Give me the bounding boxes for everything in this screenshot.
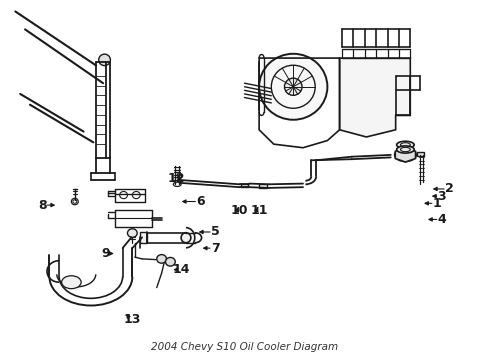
Ellipse shape <box>127 229 137 237</box>
Text: 9: 9 <box>101 247 110 260</box>
Ellipse shape <box>181 233 190 243</box>
Bar <box>140 232 147 243</box>
Ellipse shape <box>99 54 110 66</box>
Text: 11: 11 <box>250 204 267 217</box>
Ellipse shape <box>61 276 81 289</box>
Text: 12: 12 <box>167 172 184 185</box>
Text: 2004 Chevy S10 Oil Cooler Diagram: 2004 Chevy S10 Oil Cooler Diagram <box>151 342 337 352</box>
Bar <box>416 152 424 156</box>
Text: 1: 1 <box>432 197 441 210</box>
Text: 2: 2 <box>444 183 453 195</box>
Ellipse shape <box>396 146 413 153</box>
Text: 10: 10 <box>230 204 248 217</box>
Text: 13: 13 <box>123 313 141 327</box>
Ellipse shape <box>259 54 327 120</box>
Text: 8: 8 <box>38 199 46 212</box>
Ellipse shape <box>157 255 166 263</box>
Ellipse shape <box>165 257 175 266</box>
Text: 6: 6 <box>196 195 204 208</box>
Bar <box>240 184 248 187</box>
Text: 3: 3 <box>437 190 446 203</box>
Ellipse shape <box>394 148 415 161</box>
Polygon shape <box>339 58 409 137</box>
Text: 7: 7 <box>210 242 219 255</box>
Ellipse shape <box>396 141 413 148</box>
Text: 5: 5 <box>210 225 219 238</box>
Text: 4: 4 <box>437 213 446 226</box>
Text: 14: 14 <box>172 263 189 276</box>
Polygon shape <box>394 148 415 162</box>
Bar <box>259 184 266 188</box>
Ellipse shape <box>284 78 302 95</box>
